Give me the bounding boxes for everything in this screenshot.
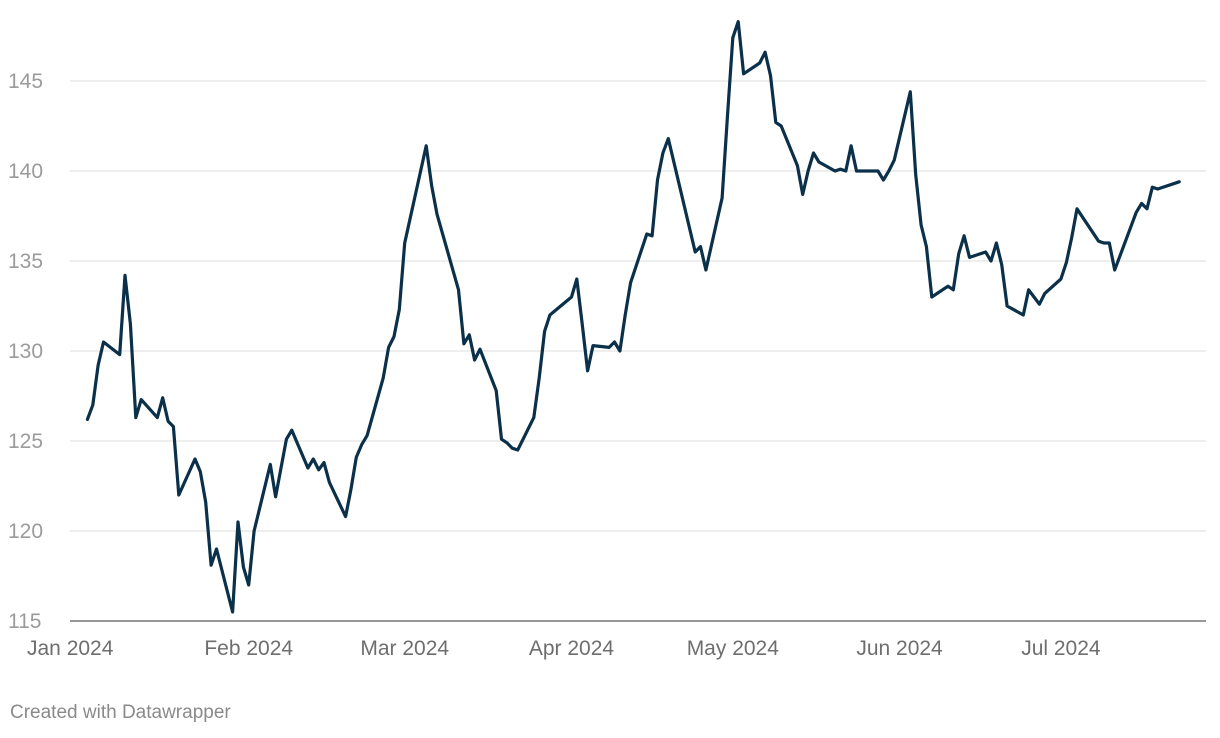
x-tick-label: Apr 2024: [529, 637, 615, 660]
x-tick-label: Jan 2024: [27, 637, 114, 660]
x-tick-label: Feb 2024: [204, 637, 293, 660]
x-tick-label: Jul 2024: [1021, 637, 1101, 660]
y-tick-label: 140: [8, 160, 43, 183]
y-axis-ticks: 115 120 125 130 135 140 145: [8, 70, 43, 633]
x-tick-label: Mar 2024: [360, 637, 449, 660]
x-axis-ticks: Jan 2024 Feb 2024 Mar 2024 Apr 2024 May 2024…: [27, 637, 1101, 660]
y-tick-label: 130: [8, 340, 43, 363]
x-tick-label: Jun 2024: [856, 637, 943, 660]
series-layer: [85, 20, 1181, 614]
x-tick-label: May 2024: [687, 637, 780, 660]
y-tick-label: 120: [8, 520, 43, 543]
y-tick-label: 125: [8, 430, 43, 453]
series-line-0: [85, 20, 1181, 614]
line-chart: 115 120 125 130 135 140 145 Jan 2024 Feb 2024 Ma…: [8, 20, 1206, 660]
y-tick-label: 115: [8, 610, 41, 633]
footer-credit: Created with Datawrapper: [10, 702, 231, 723]
y-tick-label: 145: [8, 70, 43, 93]
y-tick-label: 135: [8, 250, 43, 273]
